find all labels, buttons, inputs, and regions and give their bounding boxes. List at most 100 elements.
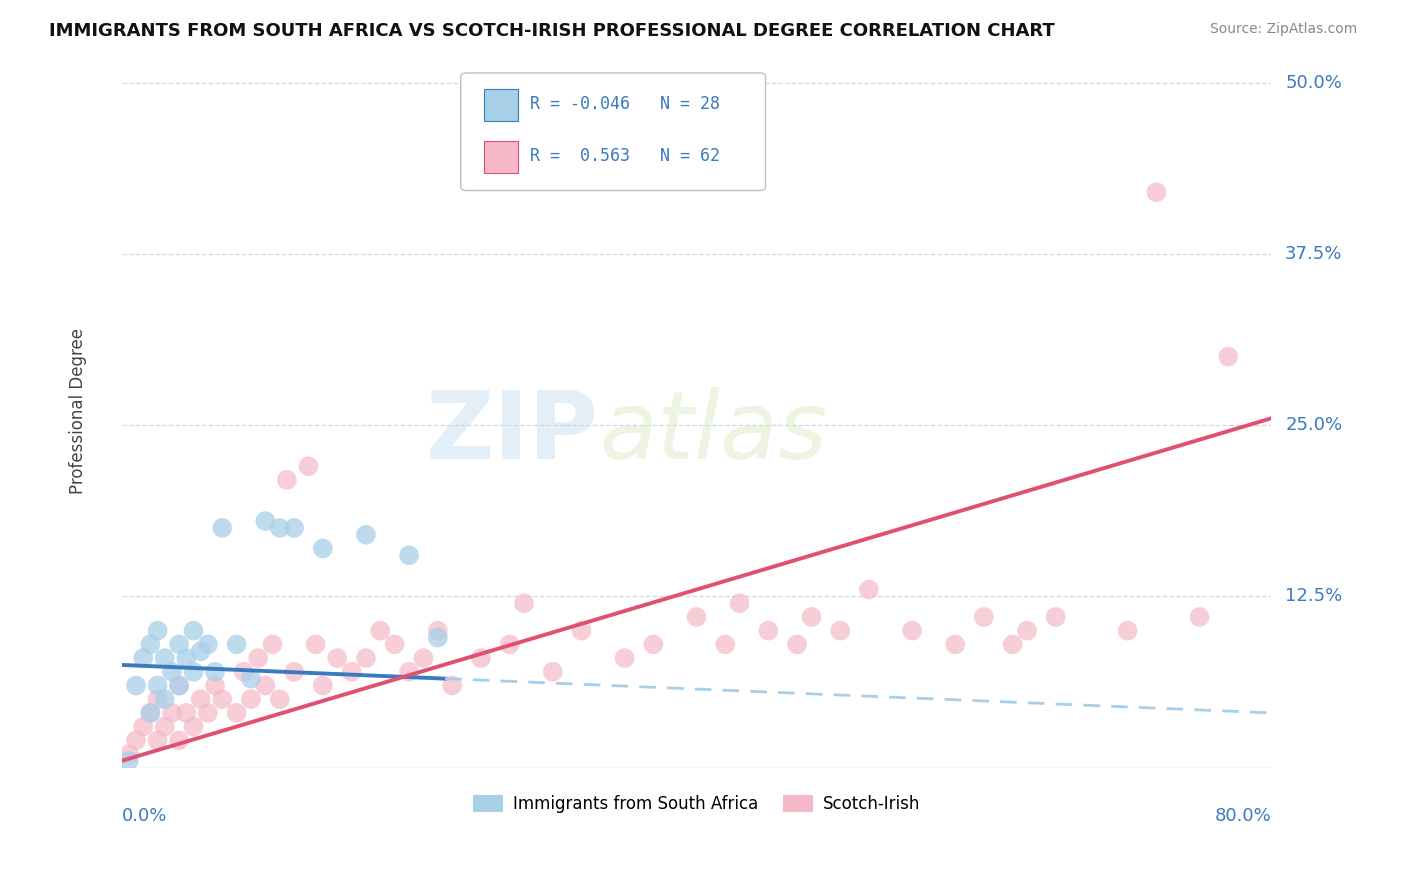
Point — [247, 651, 270, 665]
Point — [1015, 624, 1038, 638]
Point — [132, 651, 155, 665]
Text: ZIP: ZIP — [426, 387, 599, 479]
Point — [160, 706, 183, 720]
Point — [183, 665, 205, 679]
Point — [183, 624, 205, 638]
Point — [283, 521, 305, 535]
Point — [426, 624, 449, 638]
Point — [146, 624, 169, 638]
Point — [1045, 610, 1067, 624]
Point — [139, 706, 162, 720]
Point — [830, 624, 852, 638]
Legend: Immigrants from South Africa, Scotch-Irish: Immigrants from South Africa, Scotch-Iri… — [465, 789, 927, 820]
Point — [1188, 610, 1211, 624]
Point — [225, 706, 247, 720]
Point — [858, 582, 880, 597]
Point — [541, 665, 564, 679]
Point — [643, 637, 665, 651]
Point — [211, 692, 233, 706]
Point — [190, 692, 212, 706]
Point — [571, 624, 593, 638]
Point — [370, 624, 392, 638]
Text: 50.0%: 50.0% — [1285, 73, 1341, 92]
Point — [146, 733, 169, 747]
Point — [160, 665, 183, 679]
Point — [613, 651, 636, 665]
Point — [786, 637, 808, 651]
Text: R = -0.046   N = 28: R = -0.046 N = 28 — [530, 95, 720, 112]
Point — [190, 644, 212, 658]
Point — [125, 733, 148, 747]
Text: atlas: atlas — [599, 387, 827, 478]
Point — [204, 678, 226, 692]
Point — [146, 692, 169, 706]
Point — [139, 706, 162, 720]
Text: R =  0.563   N = 62: R = 0.563 N = 62 — [530, 147, 720, 165]
Point — [297, 459, 319, 474]
Text: 37.5%: 37.5% — [1285, 244, 1343, 263]
Point — [204, 665, 226, 679]
Point — [326, 651, 349, 665]
Text: 12.5%: 12.5% — [1285, 588, 1343, 606]
Point — [125, 678, 148, 692]
Point — [176, 651, 198, 665]
Point — [132, 720, 155, 734]
Point — [176, 706, 198, 720]
Point — [398, 549, 420, 563]
Point — [118, 754, 141, 768]
Point — [1001, 637, 1024, 651]
Point — [269, 521, 291, 535]
Point — [1218, 350, 1240, 364]
Point — [197, 706, 219, 720]
Point — [254, 514, 277, 528]
Point — [283, 665, 305, 679]
Text: IMMIGRANTS FROM SOUTH AFRICA VS SCOTCH-IRISH PROFESSIONAL DEGREE CORRELATION CHA: IMMIGRANTS FROM SOUTH AFRICA VS SCOTCH-I… — [49, 22, 1054, 40]
Point — [167, 733, 190, 747]
Point — [412, 651, 434, 665]
Point — [262, 637, 284, 651]
Point — [513, 596, 536, 610]
Point — [225, 637, 247, 651]
Point — [269, 692, 291, 706]
Point — [118, 747, 141, 761]
Point — [943, 637, 966, 651]
Point — [146, 678, 169, 692]
Point — [240, 692, 263, 706]
Point — [153, 651, 176, 665]
Point — [441, 678, 464, 692]
Point — [498, 637, 520, 651]
Text: Source: ZipAtlas.com: Source: ZipAtlas.com — [1209, 22, 1357, 37]
Point — [276, 473, 298, 487]
Point — [901, 624, 924, 638]
Point — [312, 541, 335, 556]
FancyBboxPatch shape — [484, 88, 519, 120]
Point — [714, 637, 737, 651]
Point — [728, 596, 751, 610]
Point — [254, 678, 277, 692]
Point — [139, 637, 162, 651]
Point — [167, 678, 190, 692]
Point — [183, 720, 205, 734]
FancyBboxPatch shape — [461, 73, 765, 191]
Point — [800, 610, 823, 624]
Point — [153, 720, 176, 734]
Point — [384, 637, 406, 651]
Point — [398, 665, 420, 679]
Text: 25.0%: 25.0% — [1285, 417, 1343, 434]
Point — [167, 637, 190, 651]
Point — [973, 610, 995, 624]
Point — [1144, 185, 1167, 199]
Point — [211, 521, 233, 535]
Text: 80.0%: 80.0% — [1215, 807, 1271, 825]
Point — [354, 651, 377, 665]
Point — [305, 637, 328, 651]
Point — [232, 665, 254, 679]
Point — [240, 672, 263, 686]
Point — [354, 527, 377, 541]
Point — [1116, 624, 1139, 638]
Point — [470, 651, 492, 665]
Point — [426, 631, 449, 645]
Point — [153, 692, 176, 706]
FancyBboxPatch shape — [484, 141, 519, 173]
Point — [197, 637, 219, 651]
